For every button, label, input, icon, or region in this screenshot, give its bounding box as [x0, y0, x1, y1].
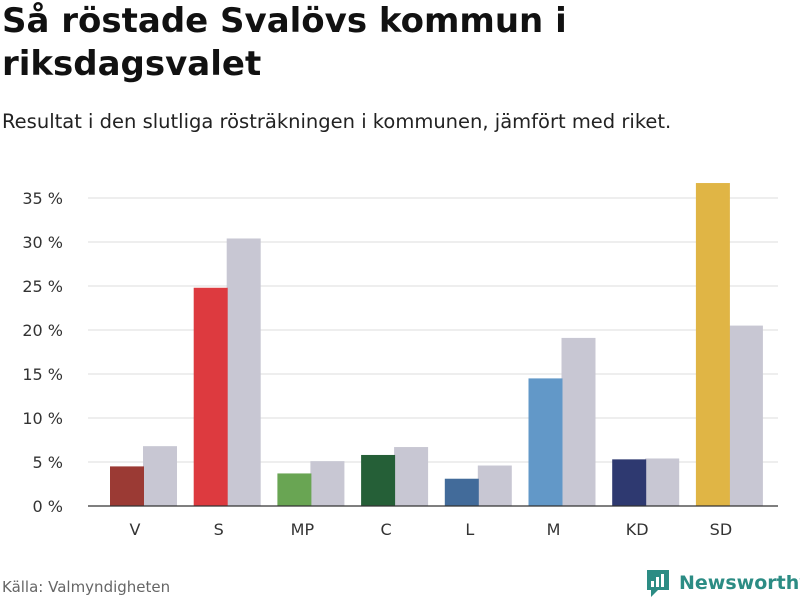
bar-riket-mp [310, 461, 345, 506]
bar-riket-sd [728, 325, 763, 506]
x-tick-label: L [465, 520, 474, 539]
y-tick-label: 25 % [22, 277, 63, 296]
bar-riket-v [143, 446, 177, 506]
y-tick-label: 30 % [22, 233, 63, 252]
y-tick-label: 20 % [22, 321, 63, 340]
y-tick-label: 15 % [22, 365, 63, 384]
bar-kommun-kd [612, 459, 647, 506]
chart-subtitle: Resultat i den slutliga rösträkningen i … [2, 110, 672, 133]
x-tick-label: C [381, 520, 392, 539]
bar-chart-speech-bubble-icon [647, 570, 669, 597]
bar-kommun-c [361, 454, 396, 506]
bar-riket-s [226, 238, 261, 507]
y-tick-label: 10 % [22, 409, 63, 428]
bar-riket-l [477, 465, 512, 506]
bar-kommun-mp [277, 473, 312, 506]
x-tick-label: S [214, 520, 224, 539]
bar-chart: 0 % 5 % 10 % 15 % 20 % 25 % 30 % 35 % V S MP C L M KD… [22, 183, 778, 539]
x-tick-label: M [547, 520, 561, 539]
y-tick-label: 35 % [22, 189, 63, 208]
bar-kommun-s [193, 287, 228, 506]
x-tick-label: SD [710, 520, 732, 539]
bar-riket-c [394, 447, 429, 506]
source-note: Källa: Valmyndigheten [2, 578, 171, 596]
bar-kommun-v [110, 466, 144, 506]
bar-kommun-sd [695, 183, 730, 507]
brand-logo[interactable]: Newsworthy [645, 568, 800, 598]
brand-name: Newsworthy [679, 572, 800, 594]
bar-riket-kd [645, 458, 680, 506]
bar-kommun-l [444, 478, 479, 506]
chart-title: Så röstade Svalövs kommun i riksdagsvale… [2, 1, 567, 84]
x-tick-label: KD [626, 520, 649, 539]
y-tick-label: 0 % [33, 497, 63, 516]
bar-riket-m [561, 337, 596, 506]
x-tick-label: MP [291, 520, 315, 539]
bar-kommun-m [528, 378, 563, 506]
x-tick-label: V [130, 520, 141, 539]
y-tick-label: 5 % [33, 453, 63, 472]
